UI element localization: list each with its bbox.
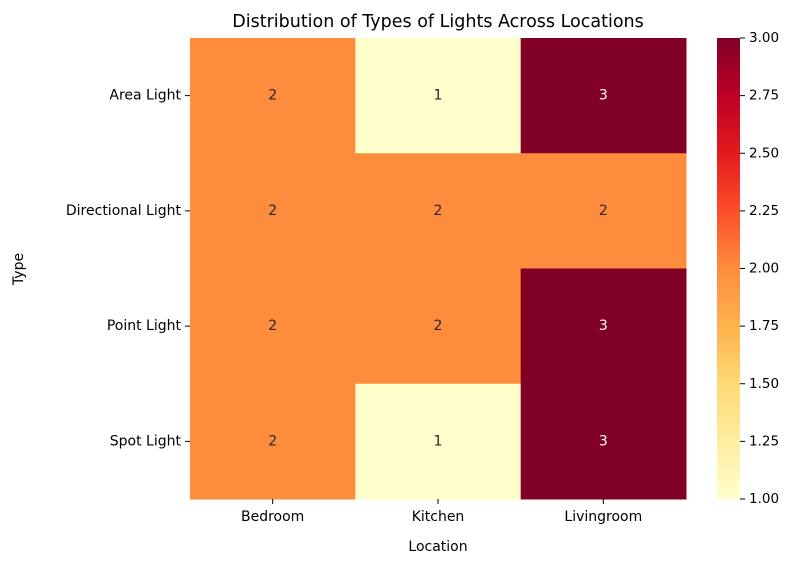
colorbar-tick-label: 1.00 [749,491,779,507]
y-axis-label: Type [11,253,27,286]
colorbar-tick-label: 3.00 [749,30,779,46]
heatmap-cell-label: 3 [599,318,608,334]
colorbar-ticks: 1.00 1.25 1.50 1.75 2.00 2.25 2.50 2.75 3.00 [740,30,779,507]
heatmap-cell [355,153,522,269]
heatmap-cell-label: 3 [599,433,608,449]
heatmap-cell-label: 2 [268,88,277,104]
y-tick-label: Directional Light [66,203,182,219]
heatmap-cell [355,38,522,154]
colorbar-tick-label: 1.25 [749,433,779,449]
heatmap-cell-label: 2 [268,318,277,334]
heatmap-cell-label: 2 [268,203,277,219]
y-axis-ticks: Area Light Directional Light Point Light Sp… [66,88,190,449]
heatmap-cell-label: 2 [434,203,443,219]
heatmap-cell [190,38,356,154]
x-axis-ticks: Bedroom Kitchen Livingroom [241,499,642,525]
colorbar [717,38,740,499]
heatmap-cell-label: 1 [434,433,443,449]
heatmap-cell-label: 2 [434,318,443,334]
x-tick-label: Livingroom [564,509,642,525]
heatmap-cell-label: 2 [268,433,277,449]
heatmap-cell [520,38,687,154]
heatmap-cell [190,153,356,269]
heatmap-cell-labels: 2 1 3 2 2 2 2 2 3 2 1 3 [268,88,608,450]
heatmap-cell [355,268,522,385]
x-axis-label: Location [408,539,467,555]
colorbar-tick-label: 2.75 [749,88,779,104]
heatmap-cell [520,383,687,500]
heatmap-cell-label: 1 [434,88,443,104]
heatmap-cell-label: 3 [599,88,608,104]
heatmap-cell-label: 2 [599,203,608,219]
y-tick-label: Point Light [107,318,182,334]
x-tick-label: Bedroom [241,509,304,525]
chart-title: Distribution of Types of Lights Across L… [232,12,643,32]
colorbar-tick-label: 1.50 [749,376,779,392]
colorbar-tick-label: 1.75 [749,318,779,334]
colorbar-tick-label: 2.00 [749,261,779,277]
heatmap-cell [190,383,356,500]
y-tick-label: Area Light [109,88,181,104]
heatmap-cell [190,268,356,385]
heatmap-cells [190,38,687,500]
colorbar-tick-label: 2.50 [749,145,779,161]
colorbar-tick-label: 2.25 [749,203,779,219]
heatmap-cell [520,268,687,385]
heatmap-cell [355,383,522,500]
heatmap-cell [520,153,687,269]
y-tick-label: Spot Light [110,433,182,449]
x-tick-label: Kitchen [412,509,465,525]
